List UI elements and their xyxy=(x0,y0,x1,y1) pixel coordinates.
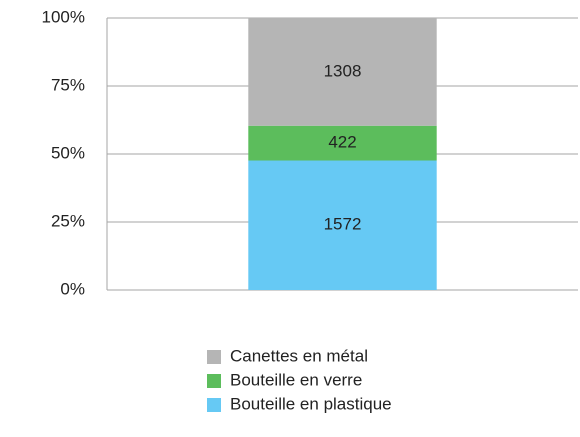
y-tick-label: 0% xyxy=(60,279,85,298)
legend-label: Bouteille en verre xyxy=(230,370,362,389)
legend-label: Bouteille en plastique xyxy=(230,394,392,413)
bar-segment xyxy=(248,160,437,290)
data-label: 1572 xyxy=(324,215,362,234)
legend-swatch xyxy=(207,398,221,412)
bar-segment xyxy=(248,18,437,126)
y-tick-label: 100% xyxy=(42,7,85,26)
data-label: 1308 xyxy=(324,61,362,80)
legend-label: Canettes en métal xyxy=(230,346,368,365)
legend-swatch xyxy=(207,374,221,388)
y-tick-label: 50% xyxy=(51,143,85,162)
y-tick-label: 25% xyxy=(51,211,85,230)
legend-swatch xyxy=(207,350,221,364)
bar-segment xyxy=(248,125,437,161)
y-tick-label: 75% xyxy=(51,75,85,94)
data-label: 422 xyxy=(328,133,356,152)
